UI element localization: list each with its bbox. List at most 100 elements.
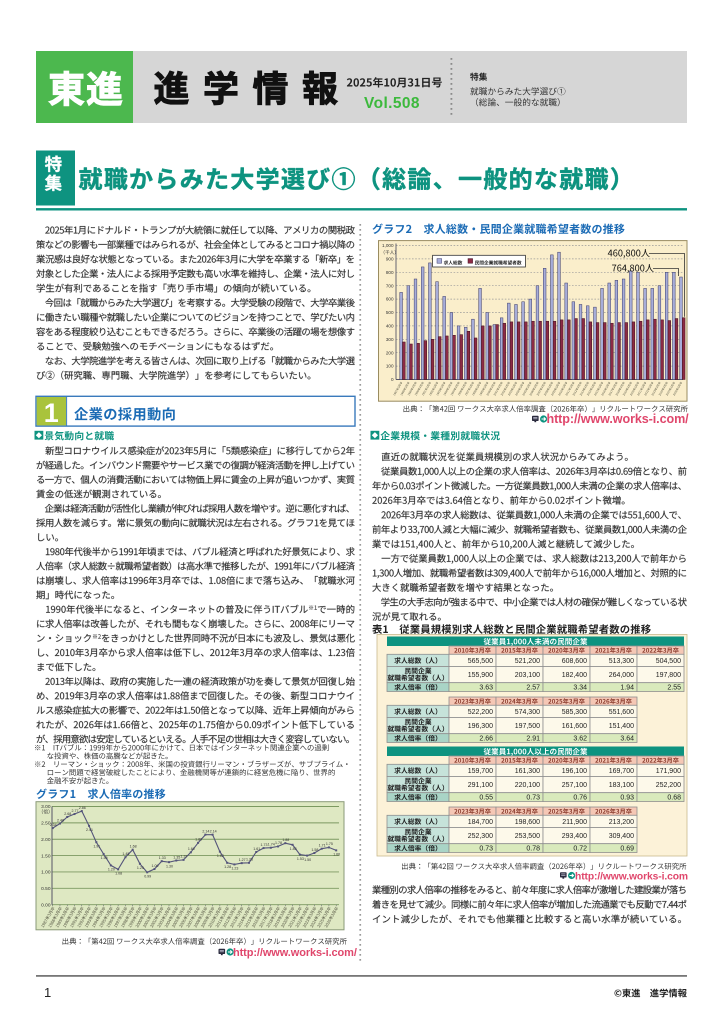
svg-text:1.20: 1.20: [108, 868, 115, 872]
svg-text:291,100: 291,100: [468, 782, 493, 789]
svg-text:1.62: 1.62: [217, 854, 224, 858]
svg-text:1.66: 1.66: [333, 853, 340, 857]
svg-text:1.50: 1.50: [304, 858, 311, 862]
svg-text:309,400: 309,400: [609, 833, 634, 840]
svg-text:264,000: 264,000: [609, 672, 634, 679]
svg-text:1.37: 1.37: [181, 855, 188, 859]
svg-text:521,200: 521,200: [515, 658, 540, 665]
svg-text:1,000: 1,000: [382, 243, 394, 248]
svg-text:1.89: 1.89: [195, 838, 202, 842]
svg-text:0.73: 0.73: [479, 846, 493, 853]
svg-text:608,600: 608,600: [562, 658, 587, 665]
svg-text:293,400: 293,400: [562, 833, 587, 840]
svg-text:0.72: 0.72: [573, 846, 587, 853]
svg-text:1.75: 1.75: [326, 842, 333, 846]
svg-text:211,900: 211,900: [562, 819, 587, 826]
svg-text:1.45: 1.45: [122, 852, 129, 856]
svg-text:169,700: 169,700: [609, 768, 634, 775]
svg-text:155,900: 155,900: [468, 672, 493, 679]
svg-text:1.60: 1.60: [188, 847, 195, 851]
svg-text:257,100: 257,100: [562, 782, 587, 789]
svg-text:600: 600: [386, 297, 394, 302]
svg-text:252,300: 252,300: [468, 833, 493, 840]
svg-text:2.14: 2.14: [202, 829, 209, 833]
svg-text:161,300: 161,300: [515, 768, 540, 775]
svg-text:1.28: 1.28: [246, 858, 253, 862]
svg-text:Vol.508: Vol.508: [364, 95, 420, 112]
svg-text:0.73: 0.73: [526, 795, 540, 802]
svg-text:551,600: 551,600: [609, 709, 634, 716]
svg-text:1: 1: [44, 985, 51, 1000]
svg-text:1.88: 1.88: [282, 838, 289, 842]
svg-text:1.53: 1.53: [297, 857, 304, 861]
svg-text:2.86: 2.86: [79, 806, 86, 810]
svg-text:2.41: 2.41: [86, 828, 93, 832]
svg-text:0.93: 0.93: [620, 795, 634, 802]
svg-text:1.71: 1.71: [319, 844, 326, 848]
svg-text:2.34: 2.34: [50, 823, 57, 827]
svg-text:2.68: 2.68: [64, 812, 71, 816]
svg-text:2.48: 2.48: [57, 818, 64, 822]
svg-text:220,100: 220,100: [515, 782, 540, 789]
svg-text:3.34: 3.34: [573, 685, 587, 692]
svg-text:http://www.works-i.com/: http://www.works-i.com/: [233, 947, 357, 959]
svg-text:2.55: 2.55: [667, 685, 681, 692]
svg-text:574,300: 574,300: [515, 709, 540, 716]
svg-text:0.50: 0.50: [41, 886, 51, 892]
svg-text:1.00: 1.00: [41, 870, 51, 876]
svg-text:http://www.works-i.com/: http://www.works-i.com/: [547, 412, 690, 426]
svg-text:1.55: 1.55: [101, 856, 108, 860]
svg-text:1.25: 1.25: [137, 866, 144, 870]
svg-text:159,700: 159,700: [468, 768, 493, 775]
svg-text:1.74: 1.74: [268, 843, 275, 847]
svg-text:500: 500: [386, 310, 394, 315]
svg-text:171,900: 171,900: [656, 768, 681, 775]
svg-text:522,200: 522,200: [468, 709, 493, 716]
svg-text:203,100: 203,100: [515, 672, 540, 679]
svg-text:1.61: 1.61: [253, 847, 260, 851]
svg-text:2.50: 2.50: [41, 821, 51, 827]
svg-text:2.66: 2.66: [479, 736, 493, 743]
svg-text:585,300: 585,300: [562, 709, 587, 716]
svg-text:2.57: 2.57: [526, 685, 540, 692]
svg-text:1.91: 1.91: [93, 844, 100, 848]
svg-text:1.09: 1.09: [151, 864, 158, 868]
svg-text:513,300: 513,300: [609, 658, 634, 665]
svg-text:252,200: 252,200: [656, 782, 681, 789]
svg-text:0.69: 0.69: [620, 846, 634, 853]
svg-text:300: 300: [386, 337, 394, 342]
svg-text:0.78: 0.78: [526, 846, 540, 853]
svg-text:197,800: 197,800: [656, 672, 681, 679]
svg-text:3.62: 3.62: [573, 736, 587, 743]
svg-text:1.73: 1.73: [261, 843, 268, 847]
svg-text:1.23: 1.23: [231, 867, 238, 871]
svg-text:1.58: 1.58: [311, 848, 318, 852]
svg-text:1.78: 1.78: [275, 841, 282, 845]
svg-text:800: 800: [386, 270, 394, 275]
svg-text:1.68: 1.68: [130, 845, 137, 849]
svg-text:1.08: 1.08: [115, 872, 122, 876]
svg-text:184,700: 184,700: [468, 819, 493, 826]
svg-text:100: 100: [386, 364, 394, 369]
svg-text:900: 900: [386, 257, 394, 262]
svg-text:161,600: 161,600: [562, 723, 587, 730]
svg-text:1.35: 1.35: [173, 855, 180, 859]
svg-text:0.68: 0.68: [667, 795, 681, 802]
svg-text:504,500: 504,500: [656, 658, 681, 665]
svg-text:2.00: 2.00: [41, 837, 51, 843]
svg-text:2.77: 2.77: [72, 809, 79, 813]
svg-text:0.00: 0.00: [41, 902, 51, 908]
svg-text:200: 200: [386, 350, 394, 355]
svg-text:198,600: 198,600: [515, 819, 540, 826]
svg-text:1.30: 1.30: [166, 864, 173, 868]
svg-text:3.00: 3.00: [41, 804, 51, 810]
svg-text:182,400: 182,400: [562, 672, 587, 679]
svg-text:400: 400: [386, 324, 394, 329]
svg-text:197,500: 197,500: [515, 723, 540, 730]
svg-text:2.91: 2.91: [526, 736, 540, 743]
svg-text:1.28: 1.28: [224, 865, 231, 869]
svg-text:0.76: 0.76: [573, 795, 587, 802]
svg-text:0: 0: [391, 377, 394, 382]
svg-text:1.83: 1.83: [290, 847, 297, 851]
svg-text:196,300: 196,300: [468, 723, 493, 730]
